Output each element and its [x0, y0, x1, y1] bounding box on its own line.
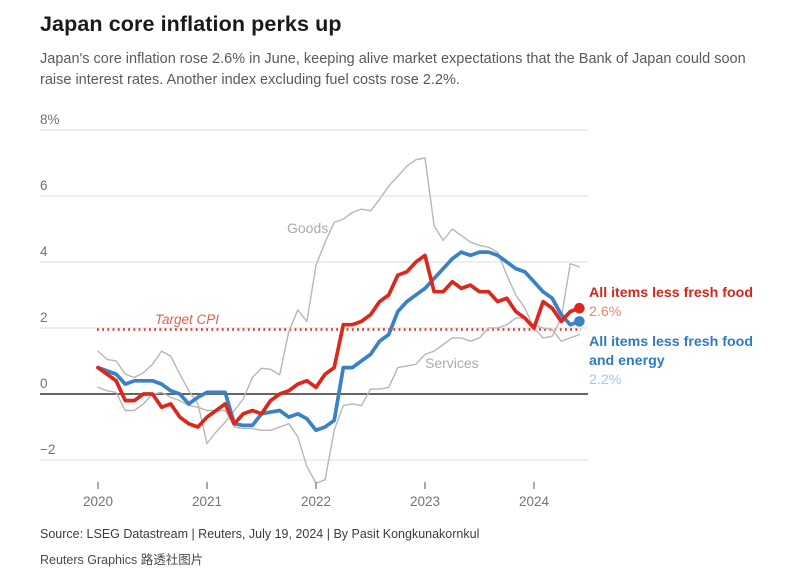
y-axis-label: 0: [40, 376, 48, 391]
core-cpi-annotation: All items less fresh food 2.6%: [589, 284, 794, 322]
y-axis-label: 8%: [40, 112, 60, 127]
target-cpi-label: Target CPI: [155, 312, 219, 327]
x-axis-label: 2022: [301, 494, 331, 509]
core-core-cpi-annotation-title-line2: and energy: [589, 353, 665, 369]
source-byline: Source: LSEG Datastream | Reuters, July …: [40, 527, 480, 541]
line-end-dots: [574, 302, 585, 327]
x-axis-label: 2021: [192, 494, 222, 509]
services-line-label: Services: [425, 355, 479, 371]
x-axis-label: 2023: [410, 494, 440, 509]
y-axis-label: 2: [40, 310, 48, 325]
end-dot-all-items-less-fresh-food-and-energy: [574, 316, 585, 327]
end-dot-all-items-less-fresh-food: [574, 302, 585, 314]
line-all-items-less-fresh-food-and-energy: [96, 250, 582, 433]
reuters-graphics-credit: Reuters Graphics 路透社图片: [40, 553, 204, 567]
y-axis-label: 6: [40, 178, 48, 193]
goods-line-label: Goods: [287, 220, 328, 236]
core-core-cpi-annotation: All items less fresh food and energy 2.2…: [589, 333, 794, 390]
data-lines: [96, 157, 582, 484]
x-axis-label: 2024: [519, 494, 550, 509]
chart-subtitle: Japan's core inflation rose 2.6% in June…: [40, 51, 746, 88]
line-services: [97, 317, 581, 484]
line-all-items-less-fresh-food: [96, 253, 582, 429]
y-axis-label: −2: [40, 442, 55, 457]
core-core-cpi-latest-value: 2.2%: [589, 372, 622, 388]
core-core-cpi-annotation-title-line1: All items less fresh food: [589, 334, 753, 350]
core-cpi-latest-value: 2.6%: [589, 304, 622, 320]
axis-ticks-and-labels: 8% 6 4 2 0 −2 2020 2021 2022 2023 2024: [40, 112, 550, 509]
x-axis-label: 2020: [83, 494, 113, 509]
y-axis-label: 4: [40, 244, 48, 259]
page-title: Japan core inflation perks up: [40, 12, 342, 36]
gridlines: [40, 129, 588, 461]
core-cpi-annotation-title: All items less fresh food: [589, 285, 753, 301]
